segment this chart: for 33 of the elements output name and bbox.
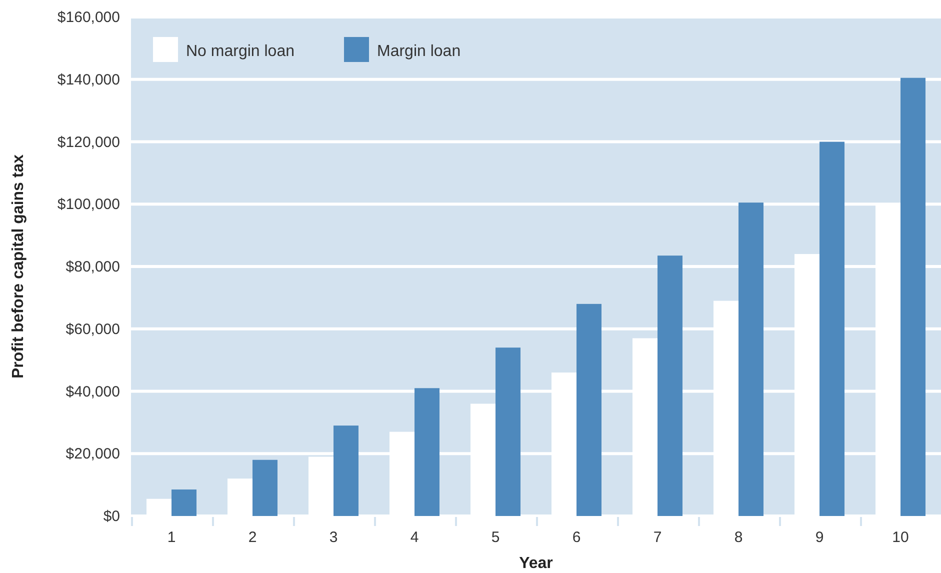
y-tick-label: $0 [103, 508, 120, 525]
bar [576, 304, 602, 516]
y-tick-label: $80,000 [66, 258, 120, 276]
bar [738, 202, 764, 516]
bar [820, 142, 844, 516]
y-tick-label: $160,000 [57, 9, 120, 26]
x-tick-label: 1 [167, 529, 176, 546]
y-tick-label: $60,000 [66, 320, 120, 338]
bar [900, 78, 926, 516]
x-tick-label: 8 [734, 529, 743, 546]
y-tick-label: $40,000 [66, 383, 120, 400]
bar [496, 348, 520, 516]
x-tick-label: 5 [491, 529, 500, 546]
bar [414, 388, 440, 516]
y-tick-label: $140,000 [57, 71, 120, 88]
x-tick-label: 6 [572, 529, 581, 546]
bar [172, 489, 196, 516]
legend-label: No margin loan [186, 43, 294, 60]
y-tick-label: $100,000 [57, 196, 120, 214]
bar [252, 460, 278, 516]
y-tick-label: $120,000 [57, 134, 120, 151]
x-tick-label: 3 [329, 529, 338, 546]
legend-label: Margin loan [377, 43, 461, 60]
bar [658, 256, 682, 516]
bar [334, 426, 358, 516]
x-tick-label: 4 [410, 529, 419, 546]
y-axis-title: Profit before capital gains tax [10, 154, 27, 379]
x-tick-label: 7 [653, 529, 662, 546]
x-tick-label: 10 [892, 529, 909, 546]
x-axis-title: Year [519, 555, 553, 572]
y-tick-label: $20,000 [66, 446, 120, 463]
x-tick-label: 9 [815, 529, 824, 546]
x-tick-label: 2 [248, 529, 257, 546]
